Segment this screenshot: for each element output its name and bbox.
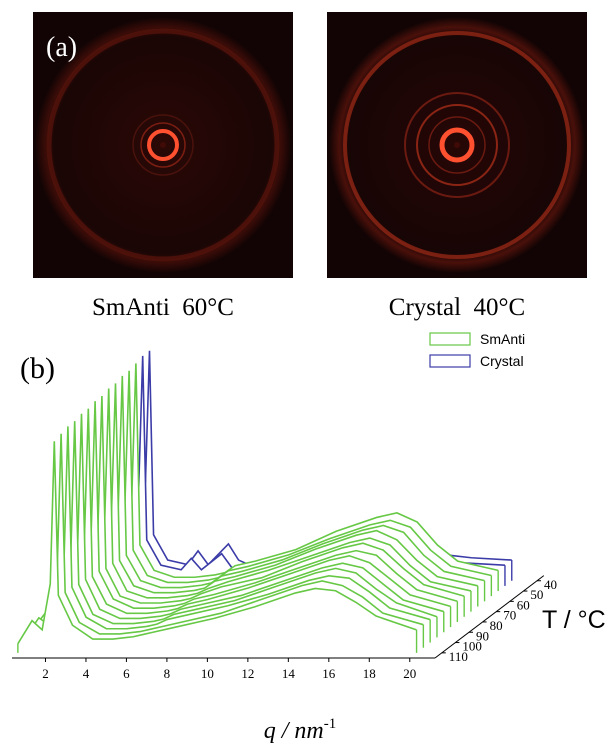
curve — [65, 395, 465, 604]
z-axis-label: T / °C — [542, 606, 606, 634]
image-caption: Crystal 40°C — [389, 294, 525, 321]
legend-swatch — [429, 354, 471, 368]
curve — [71, 388, 472, 599]
x-axis-label: q / nm-1 — [264, 716, 337, 744]
curve — [51, 408, 451, 617]
image-left — [33, 12, 293, 278]
curve — [99, 363, 499, 579]
z-tick-label: 40 — [544, 577, 557, 592]
x-tick-label: 16 — [322, 666, 336, 681]
image-right — [327, 12, 587, 278]
curve — [85, 375, 485, 589]
x-tick-label: 4 — [83, 666, 90, 681]
x-tick-label: 10 — [201, 666, 214, 681]
curve — [78, 383, 478, 594]
legend-swatch — [429, 332, 471, 346]
legend-label: Crystal — [480, 353, 524, 369]
x-tick-label: 6 — [123, 666, 130, 681]
curve — [58, 401, 458, 612]
z-tick-label: 100 — [462, 639, 482, 654]
curve-fill — [17, 441, 417, 653]
x-axis-label-text: q / nm — [264, 718, 324, 744]
z-axis — [434, 575, 545, 659]
x-axis-label-sup: -1 — [324, 716, 337, 732]
z-tick-label: 80 — [490, 618, 503, 633]
curve — [112, 350, 512, 568]
x-tick-label: 20 — [403, 666, 416, 681]
panel-label: (a) — [46, 32, 77, 63]
curve — [24, 433, 424, 639]
x-tick-label: 18 — [363, 666, 376, 681]
z-tick-label: 70 — [503, 608, 516, 623]
z-tick-label: 50 — [530, 587, 543, 602]
x-tick-label: 14 — [282, 666, 296, 681]
z-tick-label: 60 — [517, 597, 530, 612]
curve — [105, 355, 506, 573]
z-tick-label: 110 — [449, 649, 468, 664]
x-tick-label: 2 — [42, 666, 49, 681]
x-tick-label: 12 — [241, 666, 254, 681]
image-caption: SmAnti 60°C — [92, 294, 234, 321]
curve — [92, 370, 492, 584]
curve — [37, 421, 438, 627]
z-tick-label: 90 — [476, 628, 489, 643]
panel-label: (b) — [20, 352, 55, 385]
legend-label: SmAnti — [480, 331, 525, 347]
curve — [44, 413, 444, 622]
curve — [17, 441, 417, 645]
x-tick-label: 8 — [164, 666, 171, 681]
curve — [30, 426, 431, 632]
